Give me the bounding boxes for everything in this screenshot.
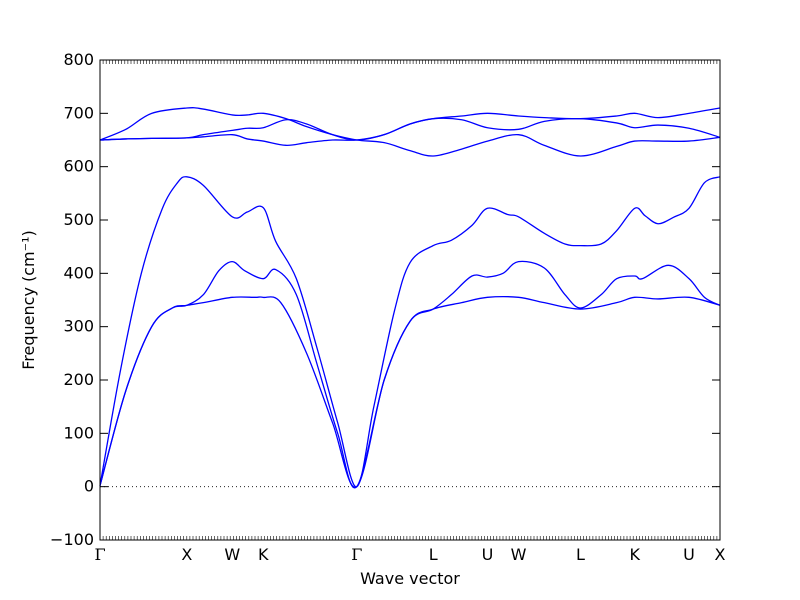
- x-tick-label: Γ: [351, 545, 362, 564]
- x-tick-label: Γ: [94, 545, 105, 564]
- bottom-minor-ticks: [99, 536, 721, 540]
- y-tick-label: 200: [63, 370, 94, 389]
- x-tick-label: U: [482, 545, 494, 564]
- x-tick-label: L: [576, 545, 585, 564]
- x-tick-label: W: [511, 545, 527, 564]
- y-tick-label: 300: [63, 317, 94, 336]
- y-tick-label: 500: [63, 210, 94, 229]
- x-tick-label: K: [258, 545, 269, 564]
- y-tick-label: 600: [63, 157, 94, 176]
- y-tick-label: 0: [84, 477, 94, 496]
- top-minor-ticks: [99, 60, 721, 64]
- band-line-5: [99, 107, 721, 141]
- y-axis-label: Frequency (cm⁻¹): [19, 230, 38, 369]
- x-tick-label: W: [224, 545, 240, 564]
- y-tick-label: 400: [63, 263, 94, 282]
- x-tick-label: U: [683, 545, 695, 564]
- x-axis-label: Wave vector: [360, 569, 460, 588]
- x-tick-label: X: [715, 545, 726, 564]
- x-tick-label: L: [429, 545, 438, 564]
- y-tick-label: 700: [63, 103, 94, 122]
- band-lines: [99, 107, 721, 489]
- band-line-6: [99, 107, 721, 157]
- y-tick-label: −100: [50, 530, 94, 549]
- x-tick-label: X: [181, 545, 192, 564]
- band-line-2: [99, 260, 721, 489]
- plot-frame: [99, 59, 721, 541]
- y-tick-label: 800: [63, 50, 94, 69]
- band-line-3: [99, 176, 721, 488]
- x-tick-label: K: [630, 545, 641, 564]
- y-tick-label: 100: [63, 423, 94, 442]
